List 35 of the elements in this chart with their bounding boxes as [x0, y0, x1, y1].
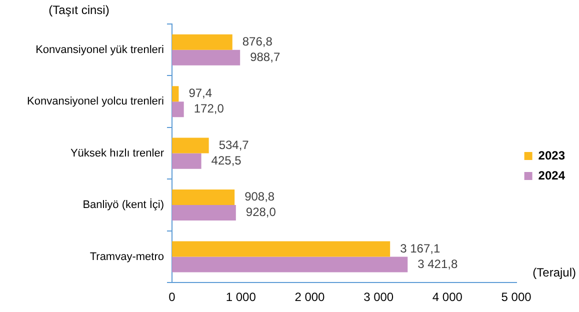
data-label: 425,5: [211, 153, 242, 168]
y-tick-label: Konvansiyonel yolcu trenleri: [27, 96, 164, 108]
bar: [172, 102, 184, 118]
x-tick-label: 1 000: [226, 290, 256, 304]
bar: [172, 190, 235, 206]
x-tick-label: 5 000: [501, 290, 532, 304]
data-label: 97,4: [188, 86, 212, 100]
y-axis-title: (Taşıt cinsi): [48, 3, 110, 17]
x-tick-label: 3 000: [364, 290, 394, 304]
legend-label: 2023: [538, 148, 566, 162]
x-axis-title: (Terajul): [532, 266, 576, 280]
data-label: 3 167,1: [400, 241, 440, 256]
data-label: 988,7: [250, 50, 280, 64]
data-label: 172,0: [194, 102, 224, 116]
bar: [172, 153, 202, 169]
data-label: 534,7: [218, 138, 250, 152]
y-tick-label: Banliyö (kent İçi): [82, 198, 164, 212]
bar: [172, 205, 236, 221]
legend-label: 2024: [538, 168, 566, 182]
bar: [172, 241, 390, 257]
x-tick-label: 2 000: [294, 290, 326, 304]
y-tick-label: Tramvay-metro: [90, 250, 164, 263]
bar: [172, 50, 240, 66]
bar: [172, 34, 232, 50]
data-label: 876,8: [242, 34, 273, 48]
bar: [172, 86, 179, 102]
y-tick-label: Konvansiyonel yük trenleri: [36, 44, 164, 56]
x-tick-label: 4 000: [432, 290, 463, 304]
data-label: 928,0: [246, 205, 276, 220]
bar: [172, 256, 408, 272]
data-label: 3 421,8: [418, 256, 458, 271]
y-tick-label: Yüksek hızlı trenler: [70, 147, 164, 160]
x-tick-label: 0: [168, 290, 176, 304]
bar: [172, 138, 209, 154]
data-label: 908,8: [244, 190, 275, 204]
